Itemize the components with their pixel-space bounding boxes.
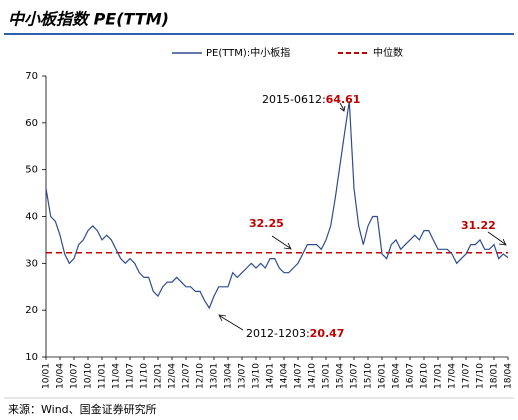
x-tick-label: 14/04	[280, 363, 290, 389]
annotation-value: 32.25	[249, 217, 284, 230]
x-tick-label: 10/07	[70, 363, 80, 389]
x-tick-label: 11/01	[98, 363, 108, 389]
y-tick-label: 20	[25, 305, 38, 316]
x-tick-label: 13/10	[252, 363, 262, 389]
annotation-text: 2012-1203:	[246, 327, 310, 340]
x-tick-label: 11/10	[140, 363, 150, 389]
x-tick-label: 17/10	[476, 363, 486, 389]
series-line	[45, 101, 509, 310]
x-tick-label: 18/01	[490, 363, 500, 389]
y-tick-label: 50	[25, 165, 38, 176]
annotation-value: 20.47	[310, 327, 345, 340]
y-tick-label: 40	[25, 212, 38, 223]
x-tick-label: 13/07	[238, 363, 248, 389]
source: 来源：Wind、国金证券研究所	[8, 402, 157, 416]
x-tick-label: 18/04	[504, 363, 514, 389]
x-tick-label: 11/07	[126, 363, 136, 389]
x-tick-label: 16/10	[420, 363, 430, 389]
x-tick-label: 12/04	[168, 363, 178, 389]
x-tick-label: 10/10	[84, 363, 94, 389]
annotation-arrows	[218, 102, 507, 331]
x-tick-label: 12/10	[196, 363, 206, 389]
x-tick-label: 12/01	[154, 363, 164, 389]
annotation-text: 2015-0612:	[262, 93, 326, 106]
x-tick-label: 16/01	[378, 363, 388, 389]
x-tick-label: 16/07	[406, 363, 416, 389]
chart-title: 中小板指数 PE(TTM)	[8, 10, 169, 29]
legend-label: PE(TTM):中小板指	[206, 46, 290, 59]
y-tick-label: 30	[25, 258, 38, 269]
x-tick-label: 10/04	[56, 363, 66, 389]
x-tick-label: 15/10	[364, 363, 374, 389]
x-tick-label: 10/01	[42, 363, 52, 389]
x-tick-label: 12/07	[182, 363, 192, 389]
y-tick-label: 10	[25, 352, 38, 363]
y-tick-label: 60	[25, 118, 38, 129]
x-tick-label: 15/07	[350, 363, 360, 389]
x-tick-label: 17/04	[448, 363, 458, 389]
x-tick-label: 15/01	[322, 363, 332, 389]
y-tick-label: 70	[25, 71, 38, 82]
x-tick-label: 14/01	[266, 363, 276, 389]
x-tick-label: 13/01	[210, 363, 220, 389]
x-tick-label: 14/07	[294, 363, 304, 389]
annotation-value: 64.61	[326, 93, 361, 106]
x-tick-label: 17/07	[462, 363, 472, 389]
x-tick-label: 11/04	[112, 363, 122, 389]
annotation-value: 31.22	[461, 219, 496, 232]
legend-label: 中位数	[373, 46, 403, 59]
x-tick-label: 14/10	[308, 363, 318, 389]
x-tick-label: 17/01	[434, 363, 444, 389]
x-tick-label: 15/04	[336, 363, 346, 389]
x-tick-label: 13/04	[224, 363, 234, 389]
x-tick-label: 16/04	[392, 363, 402, 389]
